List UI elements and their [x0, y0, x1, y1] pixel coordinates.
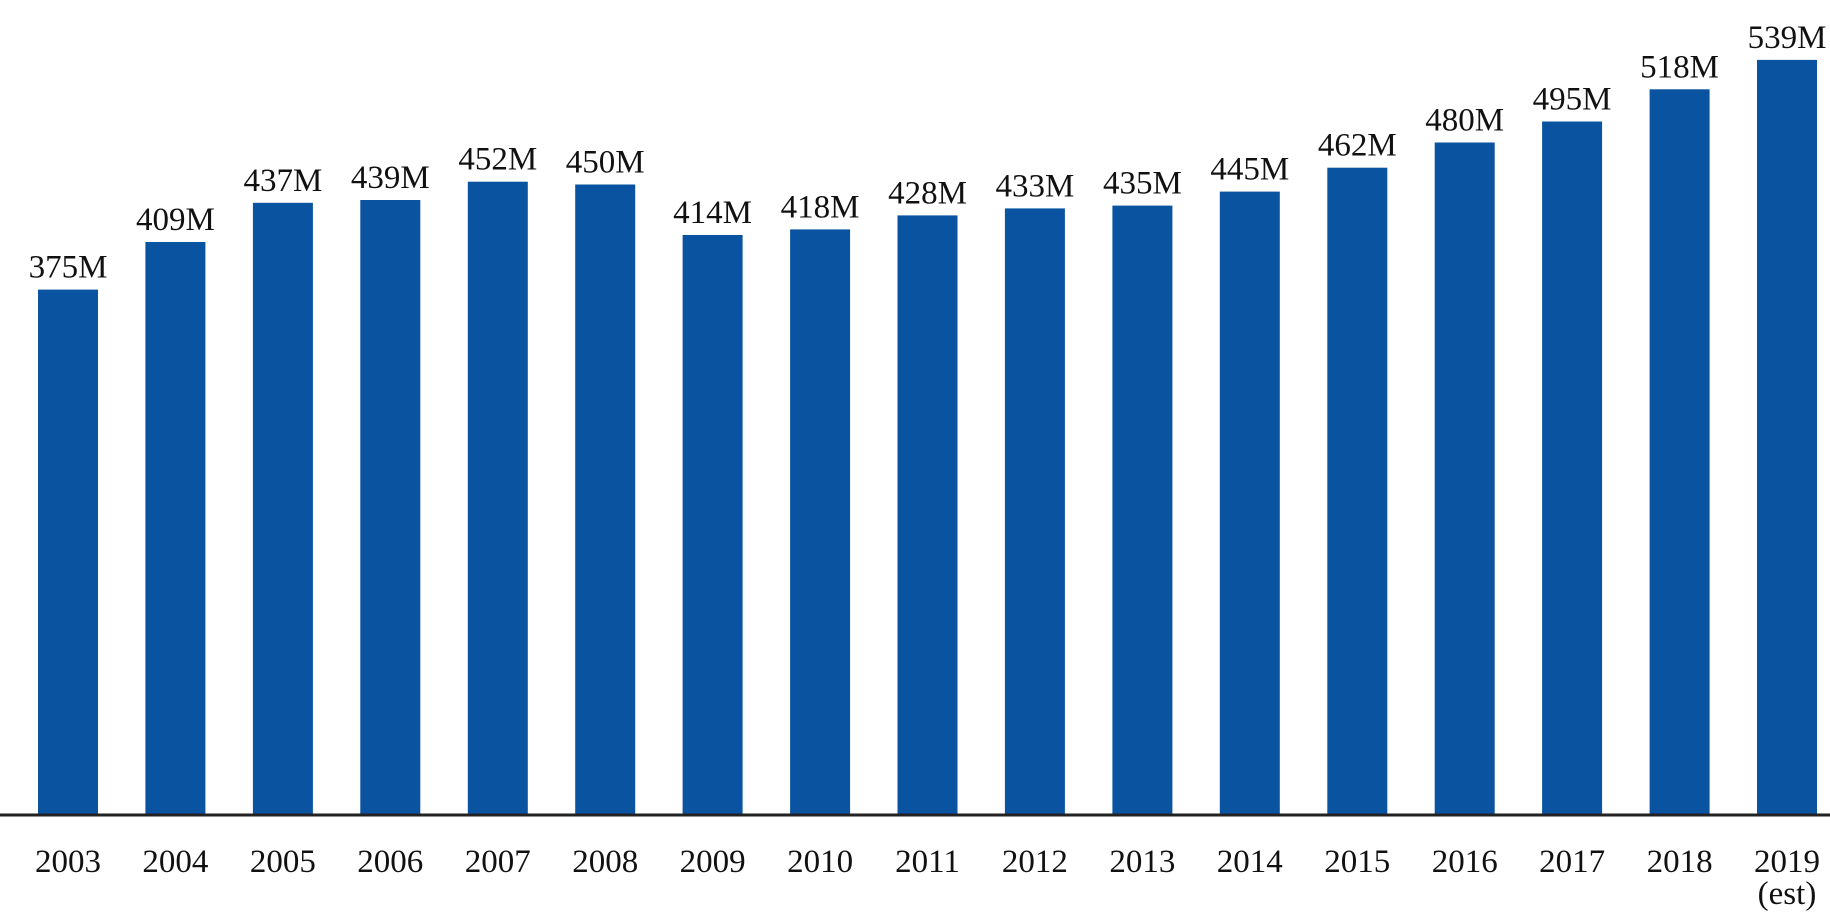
data-label-2014: 445M: [1210, 152, 1289, 188]
x-tick-sublabel-2019: (est): [1758, 876, 1817, 912]
x-tick-label-2003: 2003: [35, 844, 101, 880]
bar-2012: [1004, 208, 1065, 815]
data-label-2003: 375M: [29, 250, 108, 286]
bar-2004: [145, 242, 206, 815]
bar-2003: [38, 289, 98, 816]
bar-2010: [790, 229, 851, 815]
bars-layer: [38, 59, 1817, 816]
bar-2013: [1112, 205, 1173, 816]
bar-2019: [1757, 59, 1817, 815]
x-tick-label-2016: 2016: [1432, 844, 1498, 880]
bar-2005: [252, 202, 313, 816]
data-label-2019: 539M: [1748, 20, 1827, 56]
data-label-2004: 409M: [136, 202, 215, 238]
data-label-2013: 435M: [1103, 166, 1182, 202]
x-tick-label-2018: 2018: [1647, 844, 1713, 880]
bar-2015: [1327, 167, 1388, 815]
bar-2017: [1542, 121, 1603, 815]
data-label-2010: 418M: [781, 189, 860, 225]
data-label-2016: 480M: [1425, 103, 1504, 139]
data-label-2012: 433M: [995, 168, 1074, 204]
x-tick-label-2004: 2004: [142, 844, 208, 880]
data-label-2011: 428M: [888, 175, 967, 211]
data-label-2007: 452M: [458, 142, 537, 178]
bar-2007: [467, 181, 528, 815]
x-tick-label-2011: 2011: [895, 844, 960, 880]
x-tick-label-2013: 2013: [1109, 844, 1175, 880]
x-tick-labels-layer: 2003 2004 2005 2006 2007 2008 2009 2010 2011 2012…: [35, 844, 1820, 912]
bar-2008: [575, 184, 636, 815]
bar-2018: [1649, 89, 1710, 816]
x-tick-label-2014: 2014: [1217, 844, 1283, 880]
bar-2009: [682, 235, 743, 815]
data-label-2018: 518M: [1640, 49, 1719, 85]
x-tick-label-2010: 2010: [787, 844, 853, 880]
bar-2011: [897, 215, 958, 815]
x-tick-label-2006: 2006: [357, 844, 423, 880]
x-tick-label-2017: 2017: [1539, 844, 1605, 880]
x-tick-label-2005: 2005: [250, 844, 316, 880]
bar-2016: [1434, 142, 1495, 815]
data-label-2015: 462M: [1318, 128, 1397, 164]
bar-2006: [360, 200, 421, 815]
data-label-2009: 414M: [673, 195, 752, 231]
data-label-2006: 439M: [351, 160, 430, 196]
x-tick-label-2008: 2008: [572, 844, 638, 880]
x-tick-label-2019: 2019: [1754, 844, 1820, 880]
x-tick-label-2012: 2012: [1002, 844, 1068, 880]
data-label-2005: 437M: [243, 163, 322, 199]
x-tick-label-2009: 2009: [680, 844, 746, 880]
x-tick-label-2007: 2007: [465, 844, 531, 880]
x-tick-label-2015: 2015: [1324, 844, 1390, 880]
data-labels-layer: 375M 409M 437M 439M 452M 450M 414M 418M 428M 433M…: [29, 20, 1827, 286]
data-label-2017: 495M: [1533, 82, 1612, 118]
bar-2014: [1219, 191, 1280, 816]
data-label-2008: 450M: [566, 145, 645, 181]
